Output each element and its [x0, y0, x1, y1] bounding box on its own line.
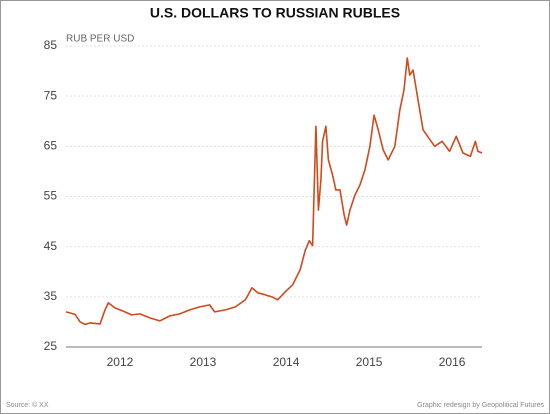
source: Source: © XX [6, 401, 49, 409]
y-tick-label: 55 [44, 189, 58, 203]
y-axis-label: RUB PER USD [66, 34, 134, 45]
x-tick-label: 2015 [356, 355, 383, 369]
line-series [65, 57, 483, 326]
credit: Graphic redesign by Geopolitical Futures [417, 402, 544, 409]
y-tick-label: 75 [44, 88, 58, 102]
y-tick-label: 45 [44, 239, 58, 253]
x-tick-label: 2016 [439, 355, 466, 369]
x-tick-label: 2013 [190, 355, 217, 369]
x-tick-label: 2014 [273, 355, 300, 369]
y-tick-label: 65 [44, 139, 58, 153]
y-tick-label: 85 [44, 38, 58, 52]
y-tick-label: 35 [44, 289, 58, 303]
chart-title: U.S. DOLLARS TO RUSSIAN RUBLES [150, 5, 400, 21]
y-tick-label: 25 [44, 339, 58, 353]
x-tick-label: 2012 [107, 355, 134, 369]
